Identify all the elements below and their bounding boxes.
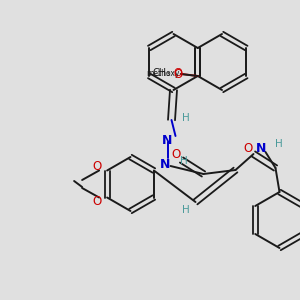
Text: O: O	[173, 68, 182, 80]
Text: methoxy: methoxy	[146, 68, 179, 77]
Text: O: O	[243, 142, 252, 154]
Text: H: H	[182, 113, 189, 123]
Text: N: N	[160, 158, 171, 170]
Text: H: H	[182, 205, 189, 215]
Text: O: O	[92, 160, 102, 173]
Text: O: O	[92, 195, 102, 208]
Text: N: N	[256, 142, 267, 155]
Text: N: N	[162, 134, 173, 146]
Text: H: H	[274, 139, 282, 149]
Text: CH₃: CH₃	[153, 68, 171, 78]
Text: O: O	[173, 68, 182, 78]
Text: H: H	[180, 156, 188, 166]
Text: O: O	[171, 148, 180, 160]
